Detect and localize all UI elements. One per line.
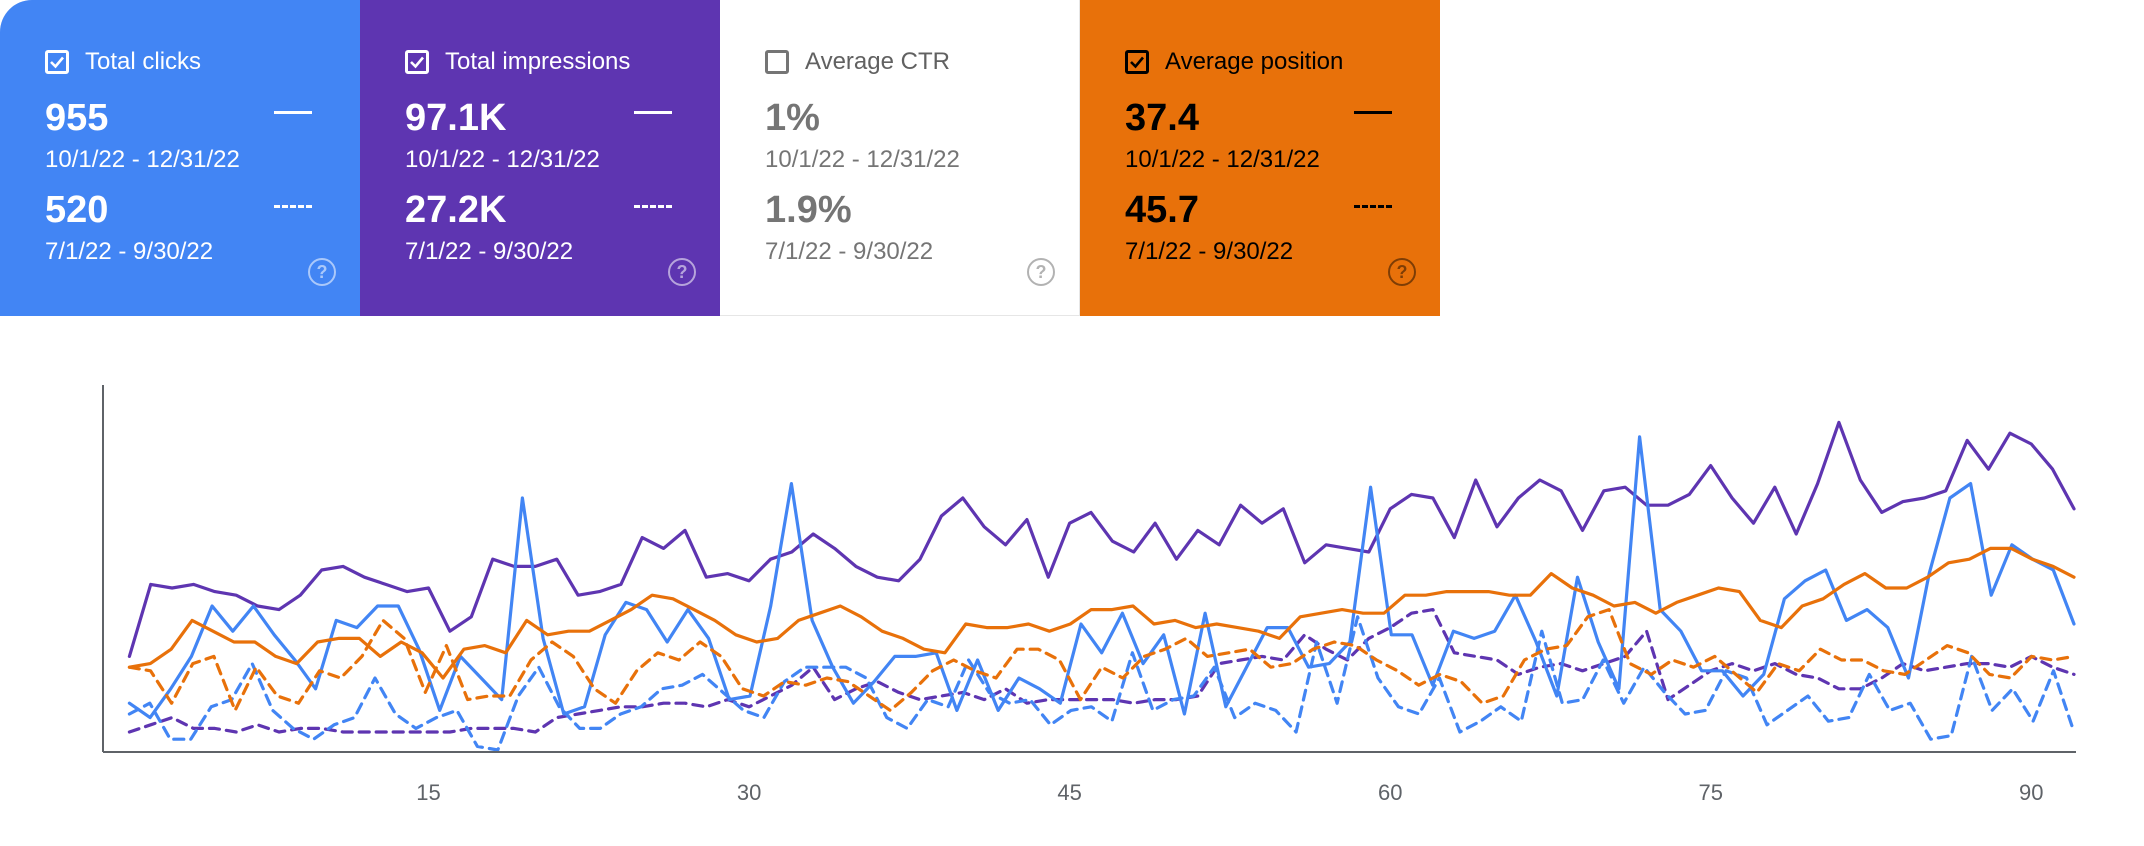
x-tick-label: 30: [737, 780, 761, 805]
metric-card-header: Total impressions: [405, 48, 630, 76]
checkbox-checked-icon[interactable]: [45, 50, 69, 74]
solid-line-legend-icon: [274, 111, 312, 114]
metric-card-average-ctr[interactable]: Average CTR 1% 10/1/22 - 12/31/22 1.9% 7…: [720, 0, 1080, 316]
previous-value: 1.9%: [765, 189, 852, 231]
current-date-range: 10/1/22 - 12/31/22: [765, 146, 960, 173]
metric-title: Average CTR: [805, 48, 950, 75]
metric-title: Average position: [1165, 48, 1344, 75]
help-icon[interactable]: ?: [308, 258, 336, 286]
metric-cards: Total clicks 955 10/1/22 - 12/31/22 520 …: [0, 0, 1440, 316]
x-tick-label: 45: [1057, 780, 1081, 805]
previous-value: 27.2K: [405, 189, 507, 231]
metric-title: Total impressions: [445, 48, 631, 75]
metric-card-total-clicks[interactable]: Total clicks 955 10/1/22 - 12/31/22 520 …: [0, 0, 360, 316]
solid-line-legend-icon: [634, 111, 672, 114]
current-value: 1%: [765, 97, 820, 139]
checkbox-unchecked-icon[interactable]: [765, 50, 789, 74]
x-tick-label: 75: [1698, 780, 1722, 805]
metric-card-header: Average position: [1125, 48, 1343, 76]
help-icon[interactable]: ?: [1388, 258, 1416, 286]
series-layer: [127, 420, 2076, 752]
current-value: 37.4: [1125, 97, 1199, 139]
series-line-6: [127, 607, 2076, 713]
metric-card-average-position[interactable]: Average position 37.4 10/1/22 - 12/31/22…: [1080, 0, 1440, 316]
series-line-3: [127, 435, 2076, 720]
solid-line-legend-icon: [1354, 111, 1392, 114]
dashed-line-legend-icon: [1354, 205, 1392, 208]
current-value: 97.1K: [405, 97, 507, 139]
x-axis-ticks: 15 30 45 60 75 90: [416, 780, 2043, 805]
previous-date-range: 7/1/22 - 9/30/22: [45, 238, 214, 265]
current-date-range: 10/1/22 - 12/31/22: [405, 146, 600, 173]
x-tick-label: 15: [416, 780, 440, 805]
current-value: 955: [45, 97, 109, 139]
previous-date-range: 7/1/22 - 9/30/22: [405, 238, 574, 265]
previous-date-range: 7/1/22 - 9/30/22: [765, 238, 934, 265]
previous-value: 45.7: [1125, 189, 1199, 231]
current-date-range: 10/1/22 - 12/31/22: [45, 146, 240, 173]
current-date-range: 10/1/22 - 12/31/22: [1125, 146, 1320, 173]
previous-value: 520: [45, 189, 109, 231]
metric-title: Total clicks: [85, 48, 202, 75]
dashed-line-legend-icon: [634, 205, 672, 208]
x-tick-label: 90: [2019, 780, 2043, 805]
metric-card-header: Average CTR: [765, 48, 950, 76]
dashed-line-legend-icon: [274, 205, 312, 208]
x-tick-label: 60: [1378, 780, 1402, 805]
help-icon[interactable]: ?: [1027, 258, 1055, 286]
metric-card-header: Total clicks: [45, 48, 201, 76]
checkbox-checked-icon[interactable]: [405, 50, 429, 74]
series-line-2: [127, 607, 2076, 734]
series-line-1: [127, 420, 2076, 659]
help-icon[interactable]: ?: [668, 258, 696, 286]
previous-date-range: 7/1/22 - 9/30/22: [1125, 238, 1294, 265]
metric-card-total-impressions[interactable]: Total impressions 97.1K 10/1/22 - 12/31/…: [360, 0, 720, 316]
checkbox-checked-icon[interactable]: [1125, 50, 1149, 74]
